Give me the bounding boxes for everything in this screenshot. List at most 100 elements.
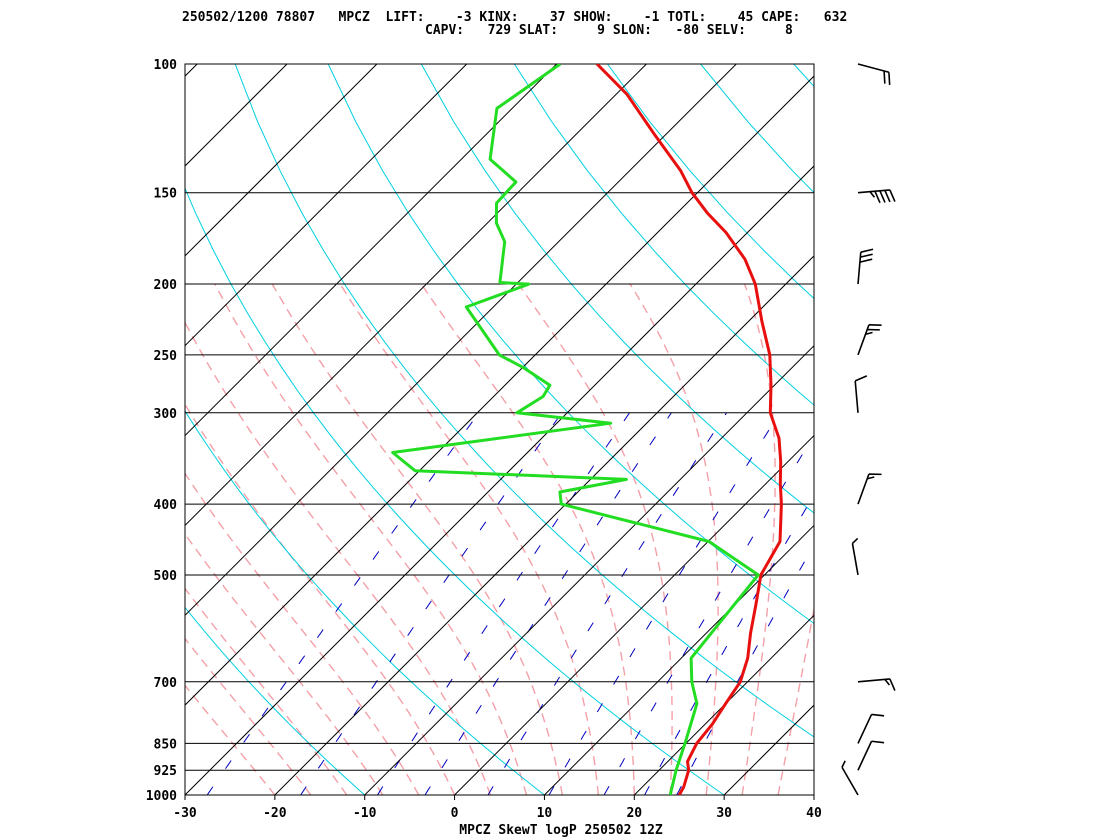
isotherm-line: [723, 704, 814, 795]
dry-adiabat-line: [185, 186, 725, 795]
header-line-2: CAPV: 729 SLAT: 9 SLON: -80 SELV: 8: [425, 23, 793, 38]
dry-adiabat-line: [185, 606, 366, 795]
wind-barb-feather: [860, 248, 874, 253]
pressure-tick-label: 200: [154, 278, 178, 293]
moist-adiabat-line: [185, 321, 492, 795]
moist-adiabat-line: [185, 684, 276, 795]
pressure-tick-label: 925: [154, 764, 177, 779]
mixing-ratio-line: [644, 493, 814, 795]
wind-barb: [857, 189, 896, 204]
wind-barb-feather: [884, 190, 891, 203]
isotherm-line: [274, 255, 814, 795]
wind-barb-feather: [884, 678, 891, 686]
isobars: [184, 63, 815, 796]
moist-adiabat-line: [777, 605, 814, 795]
isotherm-line: [185, 64, 647, 527]
wind-barbs: [841, 63, 896, 796]
pressure-tick-label: 150: [154, 187, 178, 202]
temperature-tick-label: 30: [716, 806, 732, 821]
mixing-ratio-lines: [206, 412, 814, 795]
pressure-tick-label: 100: [154, 58, 178, 73]
wind-barb: [841, 760, 859, 796]
isotherms: [0, 64, 814, 795]
isotherm-line: [0, 64, 107, 795]
mixing-ratio-line: [603, 434, 814, 795]
wind-barb-staff: [857, 714, 873, 744]
wind-barb: [854, 375, 868, 413]
wind-barb-staff: [857, 252, 862, 285]
temperature-profile: [595, 64, 783, 795]
wind-barb: [851, 537, 859, 576]
chart-title: MPCZ SkewT logP 250502 12Z: [459, 823, 663, 838]
isotherm-line: [544, 524, 814, 795]
moist-adiabat-line: [271, 283, 564, 795]
dewpoint-profile: [391, 64, 760, 795]
pressure-tick-label: 700: [154, 676, 178, 691]
isotherm-line: [454, 434, 814, 795]
wind-barb-feather: [869, 191, 876, 198]
wind-barb-feather: [854, 375, 868, 382]
temperature-tick-label: 20: [626, 806, 642, 821]
dry-adiabat-line: [793, 64, 814, 88]
temperature-tick-label: -20: [263, 806, 287, 821]
wind-barb-feather: [871, 740, 885, 744]
wind-barb-staff: [857, 63, 890, 74]
mixing-ratio-line: [300, 412, 563, 795]
profile-series: [391, 64, 783, 795]
dry-adiabat-line: [980, 64, 1120, 795]
isotherm-line: [633, 614, 814, 795]
pressure-tick-label: 400: [154, 498, 178, 513]
moist-adiabats: [185, 283, 814, 795]
pressure-tick-label: 1000: [146, 789, 177, 804]
mixing-ratio-line: [487, 412, 727, 795]
wind-barb: [857, 63, 891, 85]
wind-barb-staff: [857, 678, 890, 683]
moist-adiabat-line: [185, 472, 420, 795]
wind-barb-feather: [879, 190, 886, 203]
moist-adiabat-line: [420, 283, 635, 795]
wind-barb-feather: [867, 476, 875, 480]
dry-adiabat-line: [607, 64, 814, 300]
dry-adiabat-line: [700, 64, 814, 194]
dry-adiabat-line: [327, 64, 814, 625]
wind-barb: [857, 713, 885, 744]
dry-adiabat-line: [887, 64, 1120, 795]
isotherm-line: [364, 345, 814, 795]
mixing-ratio-line: [424, 412, 672, 795]
moist-adiabat-line: [517, 283, 673, 795]
header-line-1: 250502/1200 78807 MPCZ LIFT: -3 KINX: 37…: [182, 10, 847, 25]
dry-adiabat-line: [513, 64, 814, 406]
temperature-tick-label: -10: [353, 806, 377, 821]
plot-frame: [184, 63, 815, 796]
isotherm-line: [0, 64, 17, 795]
wind-barb: [857, 473, 882, 505]
mixing-ratio-line: [377, 412, 630, 795]
wind-barb-feather: [874, 190, 881, 204]
temperature-tick-label: 0: [451, 806, 459, 821]
moist-adiabat-line: [741, 283, 776, 795]
wind-barb-feather: [883, 70, 886, 84]
pressure-tick-label: 250: [154, 349, 178, 364]
wind-barb-staff: [857, 473, 870, 505]
wind-barb-staff: [857, 189, 890, 194]
wind-barb-staff: [841, 766, 859, 796]
temperature-tick-label: 10: [537, 806, 553, 821]
wind-barb-staff: [857, 324, 870, 356]
moist-adiabat-line: [214, 283, 528, 795]
wind-barb: [857, 248, 874, 285]
isotherm-line: [185, 64, 378, 257]
moist-adiabat-line: [185, 402, 456, 795]
wind-barb-feather: [841, 760, 846, 768]
dry-adiabat-line: [185, 410, 545, 795]
moist-adiabat-line: [629, 283, 719, 795]
pressure-tick-label: 500: [154, 569, 178, 584]
dry-adiabat-line: [1073, 64, 1120, 795]
wind-barb-staff: [851, 543, 859, 576]
wind-barb-feather: [851, 537, 859, 545]
moist-adiabat-line: [339, 283, 599, 795]
pressure-tick-label: 300: [154, 407, 178, 422]
wind-barb-feather: [871, 713, 885, 717]
isotherm-line: [813, 794, 814, 795]
